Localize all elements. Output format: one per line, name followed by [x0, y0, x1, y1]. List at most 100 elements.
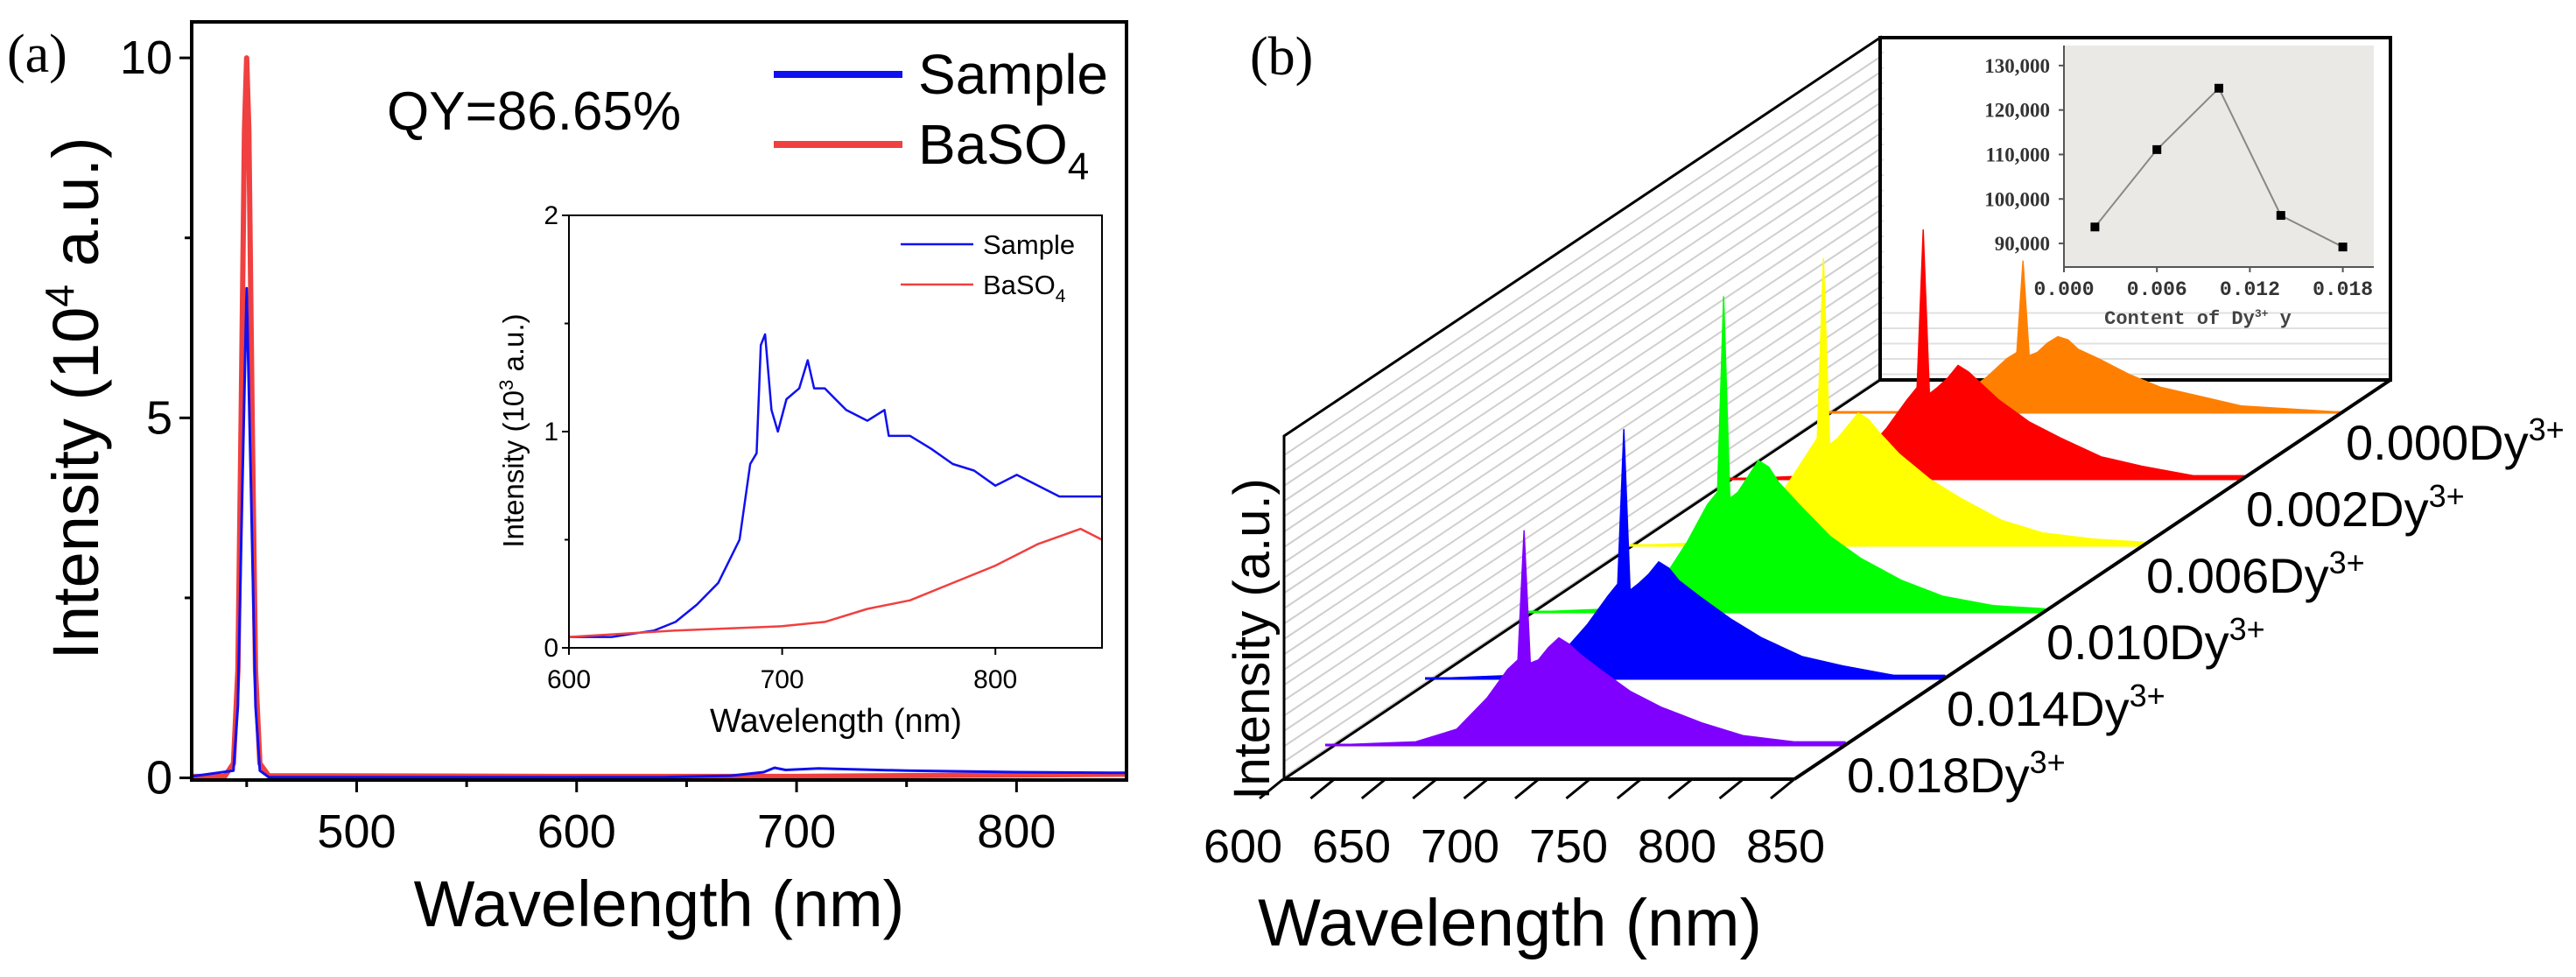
x-tick-label: 500 [317, 805, 396, 858]
x-tick-label: 600 [537, 805, 616, 858]
left-wall-grid-line [1283, 332, 1881, 732]
inset-a-y-axis-title: Intensity (103 a.u.) [495, 313, 530, 547]
main-y-title-pre: Intensity (10 [39, 307, 112, 660]
x-tick [1360, 777, 1386, 800]
y-tick-label: 5 [146, 391, 172, 444]
x-tick-label: 700 [1421, 820, 1499, 873]
inset-a-y-title-sup: 3 [495, 380, 517, 390]
left-wall-grid-line [1283, 56, 1881, 456]
3d-axes: 600 650 700 750 800 850 [1204, 378, 2392, 873]
series-label-sup: 3+ [2529, 411, 2565, 447]
inset-legend-baso4-text: BaSO [983, 270, 1056, 300]
spectrum-area-0.000Dy [1832, 260, 2345, 413]
inset-b-y-tick-label: 120,000 [1984, 100, 2050, 122]
series-line-sample [191, 286, 1127, 779]
inset-b-x-title-pre: Content of Dy [2104, 308, 2255, 330]
left-wall-grid-line [1283, 71, 1881, 472]
x-tick-label: 650 [1312, 820, 1391, 873]
inset-series-line-sample [569, 333, 1102, 638]
series-label-text: 0.018Dy [1847, 748, 2030, 803]
x-tick-label: 600 [1204, 820, 1282, 873]
x-tick [1463, 777, 1489, 800]
y-tick-label: 0 [146, 752, 172, 805]
inset-b-y-tick-label: 100,000 [1984, 188, 2050, 210]
inset-b-x-tick-label: 0.000 [2033, 278, 2094, 301]
left-wall-grid-line [1283, 148, 1881, 548]
left-wall-grid-line [1283, 347, 1881, 748]
inset-series-line-baso4 [568, 527, 1103, 638]
x-tick [1259, 777, 1284, 800]
left-wall-grid-line [1283, 179, 1881, 579]
main-y-title-post: a.u.) [39, 137, 112, 285]
series-label-0.014Dy: 0.014Dy3+ [1947, 678, 2165, 736]
panel-label-a: (a) [7, 25, 67, 84]
left-wall-grid-line [1283, 209, 1881, 609]
inset-a-y-title-pre: Intensity (10 [497, 390, 530, 548]
spectrum-area-0.014Dy [1433, 428, 1946, 679]
inset-b-data-point [2152, 144, 2162, 154]
x-tick [1565, 777, 1591, 800]
inset-b: 90,000 100,000 110,000 120,000 130,000 0.000 0… [1884, 39, 2389, 330]
inset-b-x-tick-label: 0.012 [2220, 278, 2280, 301]
inset-b-plot-background [2064, 46, 2374, 267]
main-plot-area [191, 55, 1127, 779]
series-label-0.006Dy: 0.006Dy3+ [2146, 545, 2365, 603]
series-label-text: 0.014Dy [1947, 681, 2130, 736]
left-wall-grid-line [1283, 316, 1881, 717]
spectrum-area-0.010Dy [1533, 296, 2046, 613]
main-y-title-sup: 4 [37, 285, 82, 307]
series-label-text: 0.000Dy [2346, 415, 2529, 470]
inset-y-tick-label: 0 [544, 634, 558, 663]
series-label-sup: 3+ [2030, 744, 2066, 780]
spectrum-area-0.006Dy [1632, 257, 2145, 546]
left-wall-grid-line [1283, 102, 1881, 503]
left-wall-grid-line [1283, 132, 1881, 533]
left-wall-grid-line [1283, 362, 1881, 763]
inset-x-tick-label: 800 [973, 665, 1017, 694]
series-label-0.002Dy: 0.002Dy3+ [2246, 478, 2465, 537]
inset-b-x-axis-title: Content of Dy3+ y [2104, 307, 2292, 330]
inset-b-x-title-sup: 3+ [2255, 307, 2269, 320]
x-tick [1667, 777, 1694, 800]
inset-a: 600 700 800 0 1 2 Wavelength (nm) Intensity (… [495, 201, 1103, 740]
inset-legend-label-sample: Sample [983, 229, 1075, 260]
inset-b-y-tick-label: 110,000 [1986, 144, 2050, 165]
inset-b-y-tick-label: 90,000 [1995, 233, 2050, 255]
spectrum-area-0.018Dy [1333, 530, 1846, 746]
legend-label-sample: Sample [918, 43, 1108, 106]
x-tick-label: 750 [1529, 820, 1608, 873]
legend-baso4-sub: 4 [1068, 145, 1089, 188]
inset-b-y-tick-label: 130,000 [1984, 55, 2050, 77]
left-wall-grid-line [1283, 193, 1881, 594]
series-label-text: 0.010Dy [2046, 615, 2229, 670]
left-wall-grid-line [1283, 301, 1881, 701]
inset-a-plot-area [568, 333, 1103, 638]
inset-legend-baso4-sub: 4 [1056, 286, 1066, 306]
main-y-axis-title: Intensity (104 a.u.) [37, 137, 112, 659]
inset-a-background [569, 215, 1102, 648]
inset-a-axis-ticks: 600 700 800 0 1 2 [544, 201, 1017, 694]
x-tick [1514, 777, 1540, 800]
legend-baso4-text: BaSO [918, 113, 1068, 176]
spectrum-area-0.002Dy [1732, 228, 2245, 480]
series-label-sup: 3+ [2429, 478, 2465, 514]
left-wall-grid-line [1283, 271, 1881, 671]
series-label-text: 0.002Dy [2246, 481, 2429, 537]
b-x-axis-title: Wavelength (nm) [1258, 886, 1762, 960]
panel-label-b: (b) [1250, 27, 1313, 87]
series-label-text: 0.006Dy [2146, 548, 2329, 603]
inset-a-y-title-post: a.u.) [497, 313, 530, 379]
x-tick [1309, 777, 1336, 800]
legend-label-baso4: BaSO4 [918, 113, 1089, 188]
inset-b-data-point [2090, 222, 2100, 232]
left-wall-grid-line [1283, 255, 1881, 656]
inset-legend-label-baso4: BaSO4 [983, 270, 1066, 306]
x-tick [1718, 777, 1744, 800]
x-tick [1412, 777, 1438, 800]
qy-annotation: QY=86.65% [387, 81, 681, 142]
x-tick-label: 850 [1746, 820, 1825, 873]
main-plot-frame [190, 20, 1128, 782]
inset-x-tick-label: 700 [761, 665, 804, 694]
